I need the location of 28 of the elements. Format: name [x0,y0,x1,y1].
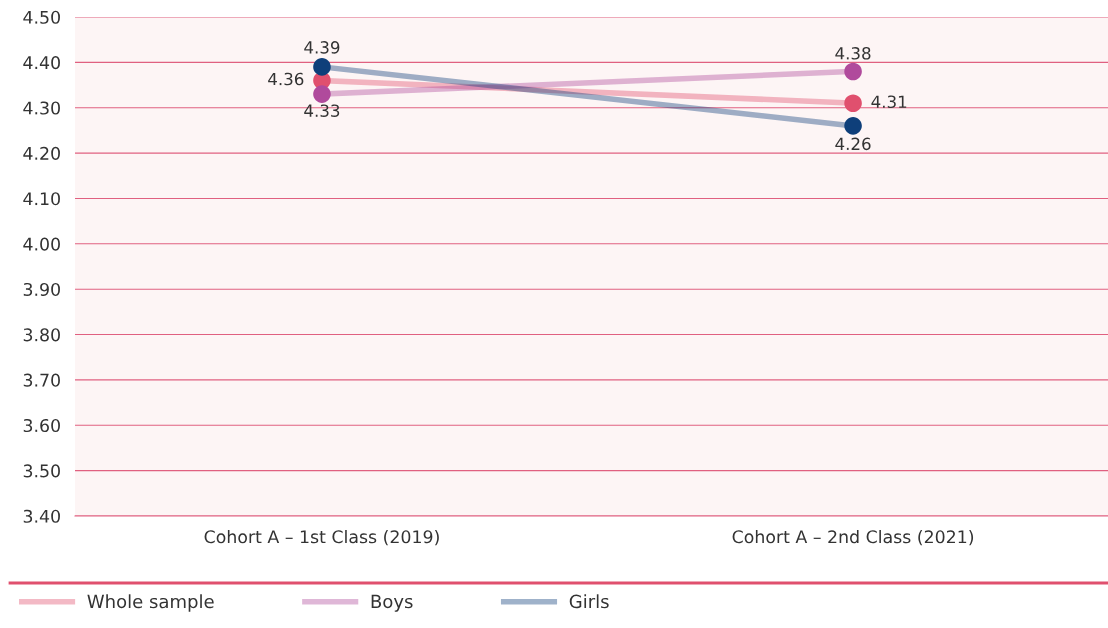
y-tick-label: 4.10 [23,192,60,206]
y-tick-label: 3.60 [23,418,60,433]
point [844,117,862,135]
x-tick-label: Cohort A – 1st Class (2019) [204,529,439,546]
data-label: 4.36 [268,72,304,86]
point [313,58,331,76]
data-label: 4.26 [835,137,871,151]
legend-label: Whole sample [87,594,214,612]
y-tick-label: 4.00 [23,237,60,251]
y-tick-label: 3.70 [23,373,60,387]
legend-label: Boys [371,594,413,612]
y-tick-label: 3.40 [23,509,60,523]
point [844,62,862,81]
point [313,85,331,103]
legend-label: Girls [569,594,609,609]
y-tick-label: 3.50 [23,464,60,478]
y-tick-label: 4.50 [23,10,60,24]
y-tick-label: 4.20 [23,146,60,160]
y-tick-label: 3.80 [23,328,60,342]
data-label: 4.33 [304,104,340,118]
x-tick-label: Cohort A – 2nd Class (2021) [732,529,974,546]
y-tick-label: 4.30 [23,101,60,115]
point [844,94,862,112]
data-label: 4.38 [835,47,871,60]
y-tick-label: 3.90 [23,282,60,297]
y-tick-label: 4.40 [23,56,60,70]
data-label: 4.39 [304,41,340,54]
data-label: 4.31 [871,95,907,109]
